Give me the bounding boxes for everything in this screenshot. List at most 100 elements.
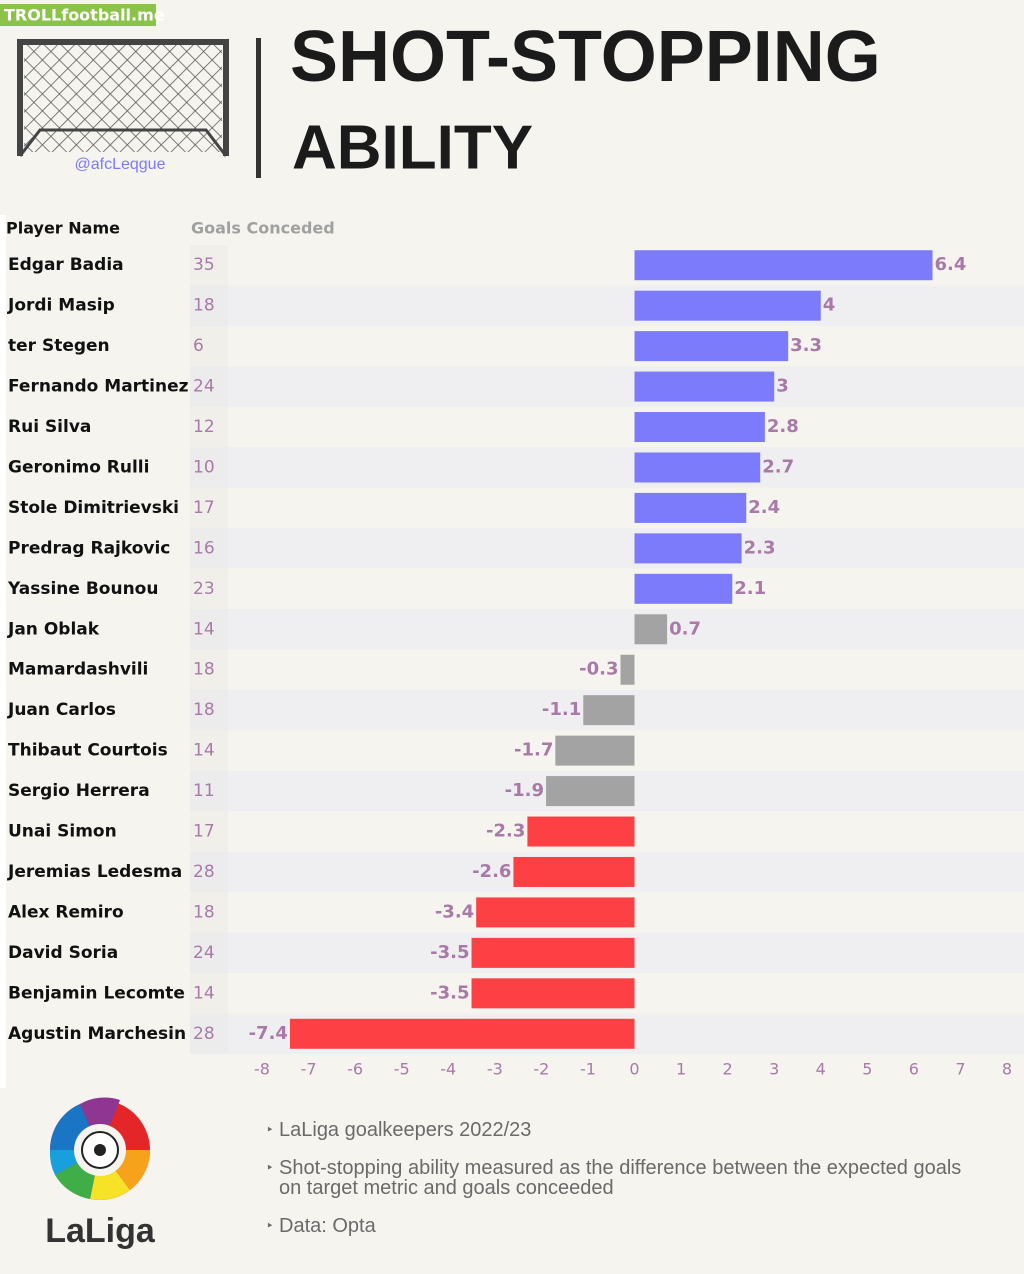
x-tick-label: 7 [955,1060,965,1079]
goals-conceded: 17 [193,498,215,518]
handle: @afcLeqgue [75,156,166,173]
player-name: Jeremias Ledesma [7,862,182,882]
gc-cell [190,366,228,407]
bar [289,1018,635,1049]
goals-conceded: 18 [193,296,215,316]
gc-cell [190,447,228,488]
gc-cell [190,609,228,650]
value-label: 2.7 [762,456,794,477]
value-label: 3 [776,376,789,397]
note: Data: Opta [266,1216,966,1236]
bar [546,776,635,807]
gc-cell [190,851,228,893]
player-name: Geronimo Rulli [8,457,149,477]
value-label: 2.4 [748,497,780,518]
bar [620,654,635,685]
x-tick-label: -5 [394,1060,410,1079]
value-label: -3.4 [435,901,474,922]
bar [634,371,775,402]
left-panel [0,215,6,1088]
notes: LaLiga goalkeepers 2022/23 Shot-stopping… [266,1120,966,1254]
value-label: 2.8 [767,416,799,437]
gc-cell [190,487,228,529]
title-divider [256,38,261,178]
player-name: Mamardashvili [8,660,148,680]
player-name: Predrag Rajkovic [8,538,170,558]
row-stripe [228,285,1024,326]
row-stripe [228,487,1024,529]
row-stripe [228,609,1024,650]
player-name: Jordi Masip [7,296,115,316]
bar [634,290,821,321]
goals-conceded: 17 [193,822,215,842]
gc-cell [190,649,228,690]
player-name: Juan Carlos [7,700,116,720]
goals-conceded: 16 [193,538,215,558]
bar [634,452,761,483]
goals-conceded: 35 [193,255,215,275]
value-label: -7.4 [249,1023,288,1044]
goals-conceded: 11 [193,781,215,801]
player-name: Alex Remiro [8,902,124,922]
bar [634,412,765,443]
gc-cell [190,892,228,933]
goals-conceded: 24 [193,377,215,397]
value-label: -2.3 [486,821,525,842]
x-tick-label: 6 [909,1060,919,1079]
bar [634,614,668,645]
bar [471,978,635,1009]
bar [555,735,635,766]
value-label: 4 [823,295,836,316]
watermark-bg [0,4,156,26]
bar [634,250,933,281]
player-name: David Soria [8,943,118,963]
bar [513,856,635,887]
value-label: 3.3 [790,335,822,356]
gc-cell [190,770,228,812]
value-label: 2.1 [734,578,766,599]
bar [476,897,635,928]
player-name: Sergio Herrera [8,781,150,801]
gc-cell [190,285,228,326]
watermark: TROLLfootball.me [4,6,165,25]
bar [634,492,747,523]
goals-conceded: 28 [193,1024,215,1044]
bar [527,816,635,847]
gc-cell [190,568,228,610]
gc-cell [190,528,228,569]
value-label: -1.9 [505,780,544,801]
gc-cell [190,245,228,286]
player-name: ter Stegen [8,336,110,356]
goals-conceded: 6 [193,336,204,356]
note: LaLiga goalkeepers 2022/23 [266,1120,966,1140]
goals-conceded: 18 [193,660,215,680]
title-line: ABILITY [292,113,533,182]
value-label: -3.5 [430,982,469,1003]
gc-cell [190,811,228,852]
x-tick-label: -4 [440,1060,456,1079]
x-tick-label: -7 [301,1060,317,1079]
x-tick-label: -3 [487,1060,503,1079]
value-label: 2.3 [744,537,776,558]
value-label: -3.5 [430,942,469,963]
value-label: -0.3 [579,659,618,680]
x-tick-label: 8 [1002,1060,1012,1079]
goals-conceded: 14 [193,741,215,761]
value-label: -1.1 [542,699,581,720]
bar [634,573,733,604]
x-tick-label: -1 [580,1060,596,1079]
player-name: Rui Silva [8,417,91,437]
value-label: -2.6 [472,861,511,882]
note: Shot-stopping ability measured as the di… [266,1158,966,1198]
column-header: Goals Conceded [191,219,335,238]
row-stripe [228,528,1024,569]
bar [471,937,635,968]
player-name: Fernando Martinez [8,377,189,397]
row-stripe [228,406,1024,448]
value-label: -1.7 [514,740,553,761]
player-name: Yassine Bounou [7,579,158,599]
goals-conceded: 18 [193,902,215,922]
gc-cell [190,973,228,1014]
